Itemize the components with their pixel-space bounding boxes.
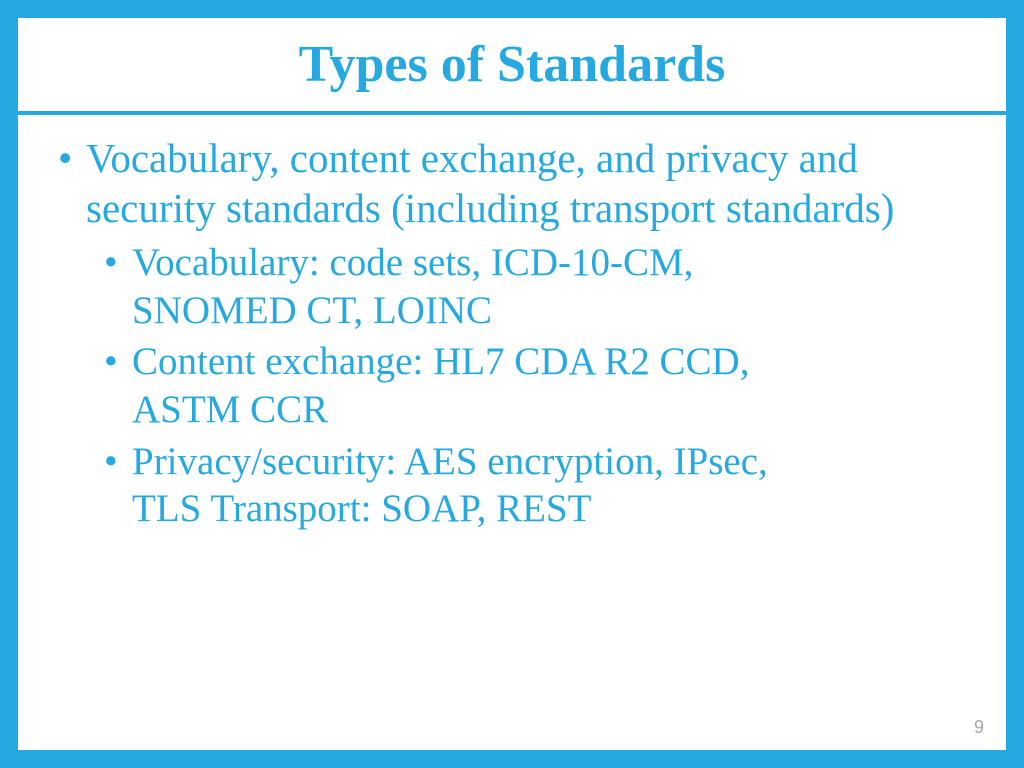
sub-bullet-text: Content exchange: HL7 CDA R2 CCD, ASTM C…: [132, 340, 749, 431]
bullet-item: Vocabulary, content exchange, and privac…: [58, 133, 966, 533]
bullet-text: Vocabulary, content exchange, and privac…: [86, 135, 894, 231]
slide-title: Types of Standards: [38, 36, 986, 93]
bullet-list: Vocabulary, content exchange, and privac…: [58, 133, 966, 533]
sub-bullet-list: Vocabulary: code sets, ICD-10-CM, SNOMED…: [104, 239, 966, 532]
sub-bullet-text: Privacy/security: AES encryption, IPsec,…: [132, 440, 768, 531]
title-box: Types of Standards: [18, 18, 1006, 115]
slide-frame: Types of Standards Vocabulary, content e…: [18, 18, 1006, 750]
slide-content: Vocabulary, content exchange, and privac…: [18, 115, 1006, 750]
page-number: 9: [974, 717, 984, 738]
sub-bullet-item: Vocabulary: code sets, ICD-10-CM, SNOMED…: [104, 239, 804, 334]
sub-bullet-text: Vocabulary: code sets, ICD-10-CM, SNOMED…: [132, 241, 693, 332]
sub-bullet-item: Privacy/security: AES encryption, IPsec,…: [104, 438, 804, 533]
sub-bullet-item: Content exchange: HL7 CDA R2 CCD, ASTM C…: [104, 338, 804, 433]
